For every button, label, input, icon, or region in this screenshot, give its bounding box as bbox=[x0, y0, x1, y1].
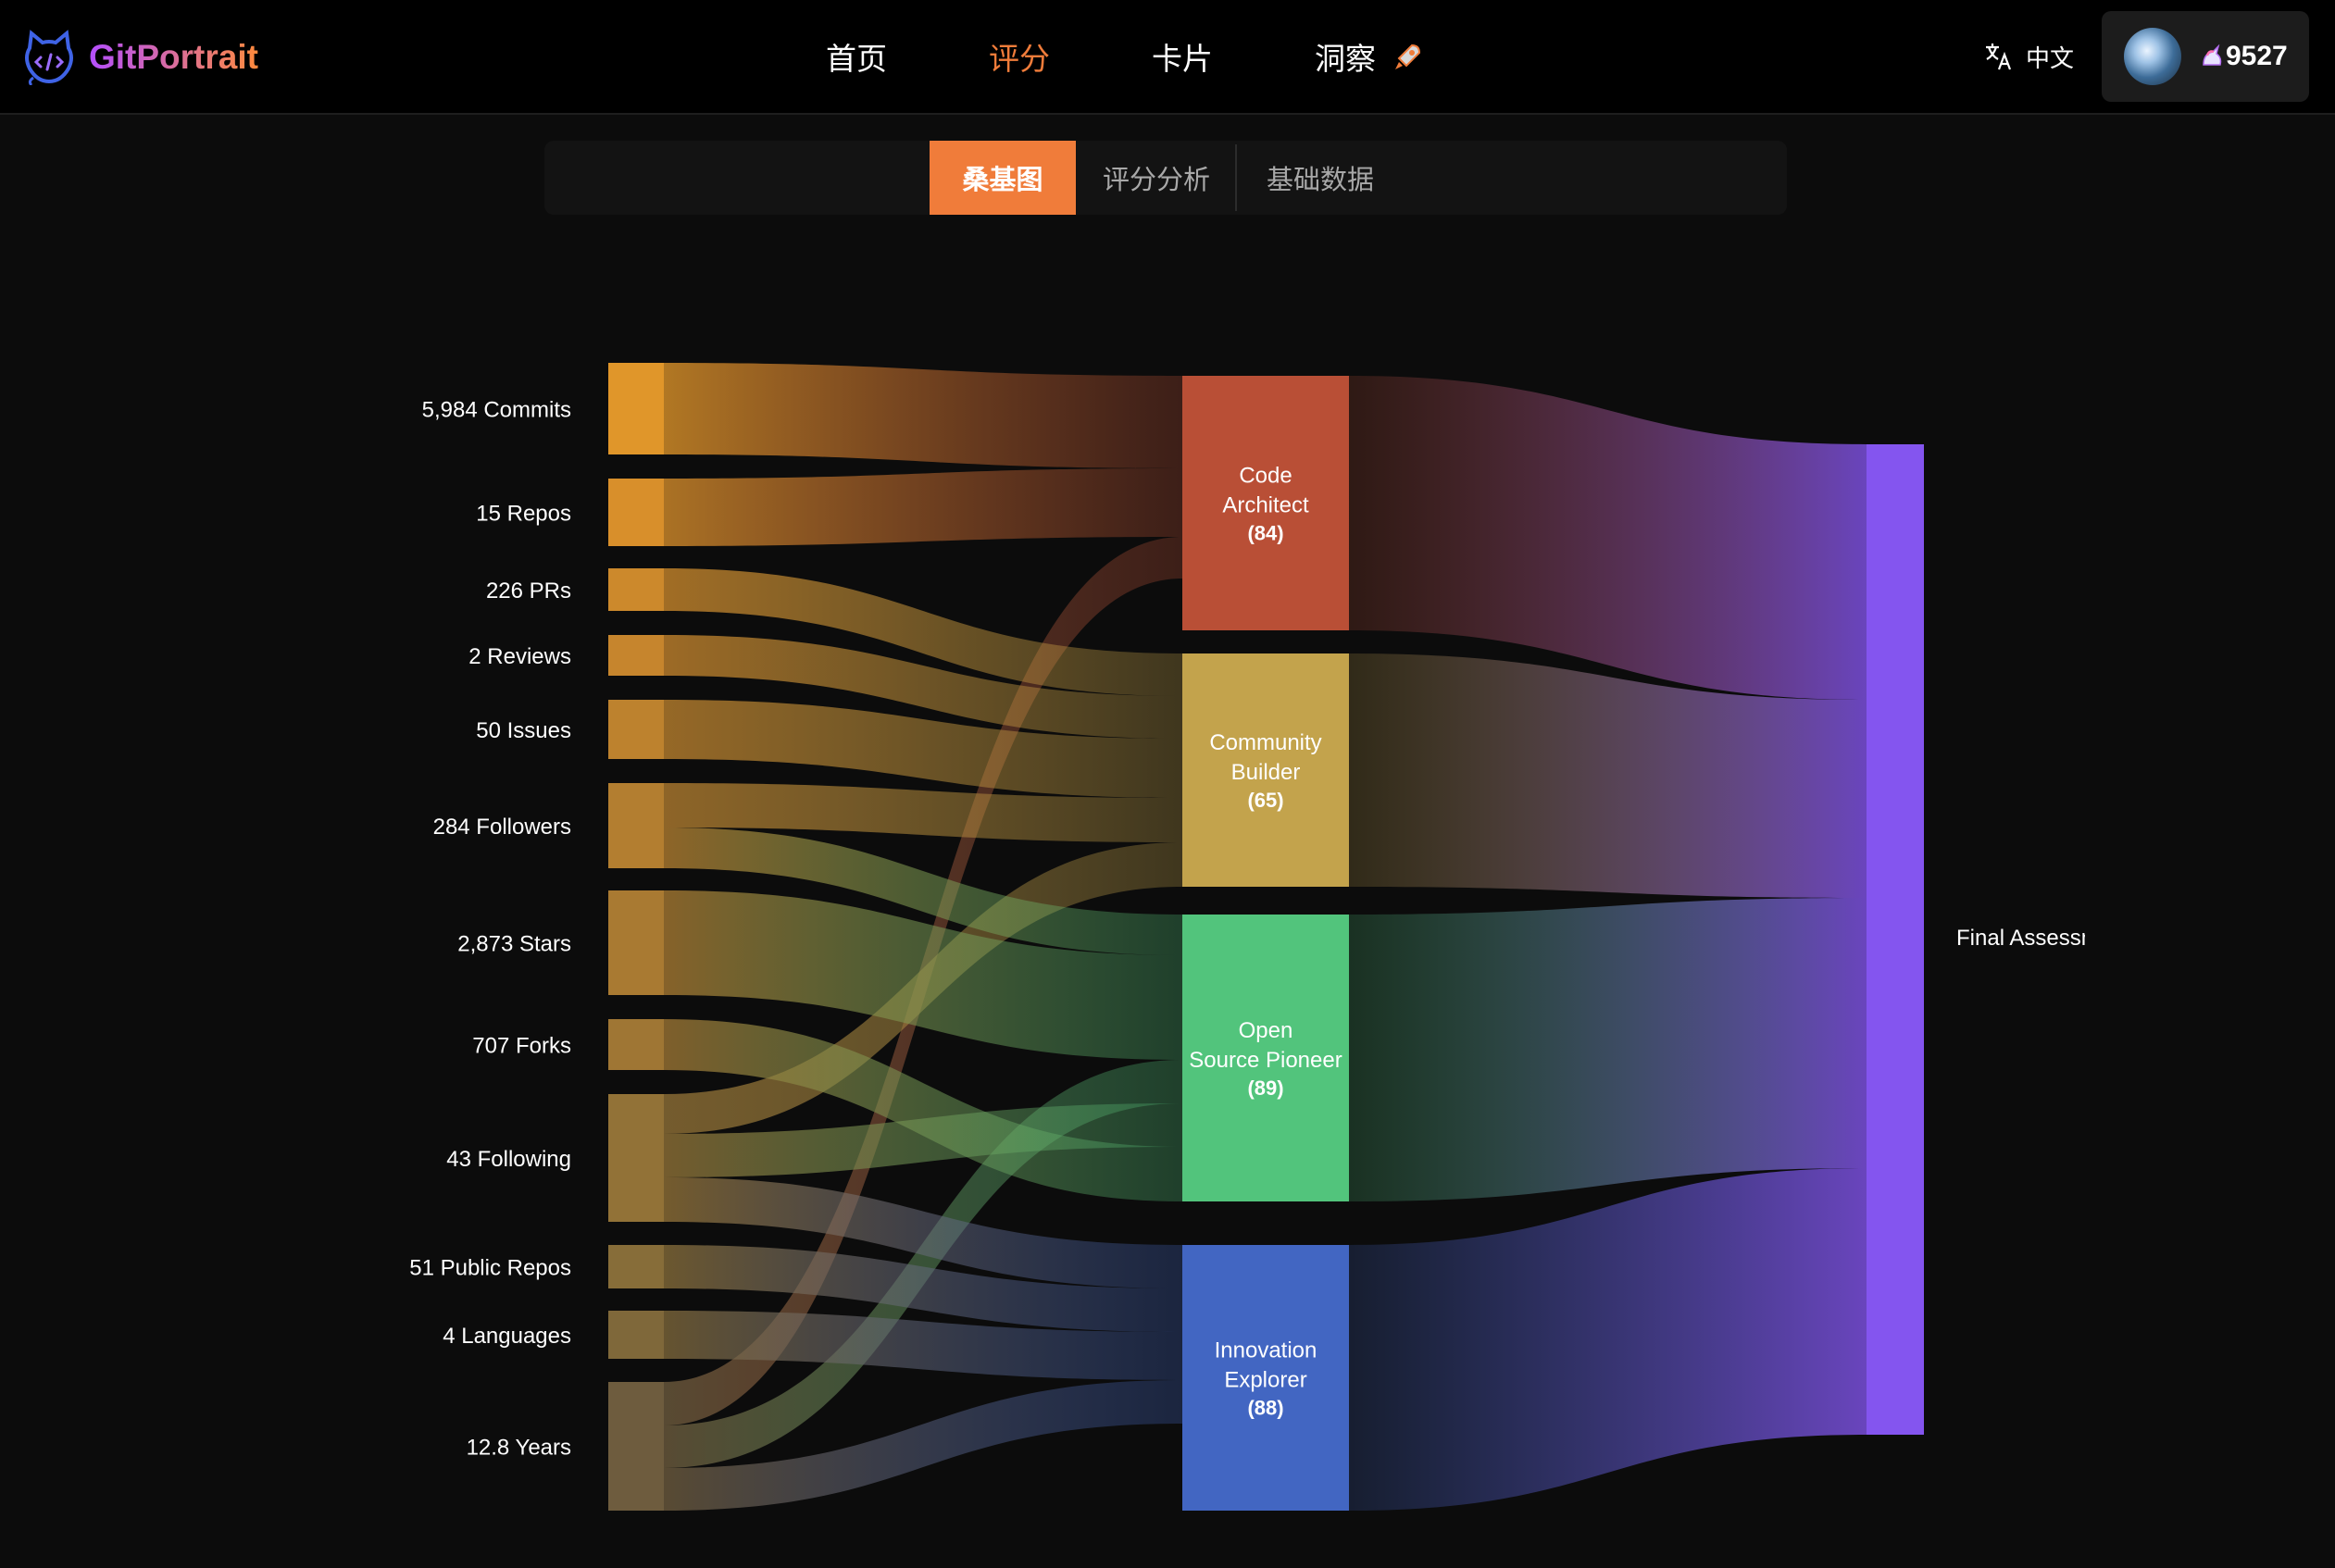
source-node-43-following[interactable] bbox=[608, 1094, 664, 1222]
target-label: Final Assessment bbox=[1956, 926, 2130, 951]
link-2-reviews-to-community-builder[interactable] bbox=[664, 635, 1182, 739]
category-score: (89) bbox=[1247, 1076, 1283, 1100]
link-2-873-stars-to-open-source-pioneer[interactable] bbox=[664, 890, 1182, 1060]
user-name: 9527 bbox=[2226, 41, 2288, 71]
category-score: (88) bbox=[1247, 1397, 1283, 1420]
link-innovation-explorer-to-final[interactable] bbox=[1349, 1168, 1867, 1511]
link-707-forks-to-open-source-pioneer[interactable] bbox=[664, 1019, 1182, 1201]
tab-score-analysis[interactable]: 评分分析 bbox=[1102, 166, 1210, 195]
tab-divider bbox=[1235, 144, 1237, 211]
source-node-5-984-commits[interactable] bbox=[608, 363, 664, 454]
unicorn-icon bbox=[2203, 44, 2222, 66]
link-226-prs-to-community-builder[interactable] bbox=[664, 568, 1182, 696]
source-label: 707 Forks bbox=[472, 1034, 571, 1059]
source-label: 2,873 Stars bbox=[457, 932, 571, 957]
cat-code-logo-icon bbox=[25, 30, 73, 85]
nav-insights[interactable]: 洞察 bbox=[1315, 34, 1423, 79]
source-node-707-forks[interactable] bbox=[608, 1019, 664, 1070]
source-node-51-public-repos[interactable] bbox=[608, 1245, 664, 1288]
view-tabs: 桑基图 评分分析 基础数据 bbox=[544, 141, 1787, 215]
tab-basic-data[interactable]: 基础数据 bbox=[1266, 166, 1374, 195]
link-community-builder-to-final[interactable] bbox=[1349, 653, 1867, 898]
nav-insights-label: 洞察 bbox=[1315, 42, 1376, 76]
category-node-open-source-pioneer[interactable] bbox=[1182, 915, 1349, 1201]
source-node-50-issues[interactable] bbox=[608, 700, 664, 759]
source-label: 284 Followers bbox=[433, 815, 571, 840]
sankey-nodes bbox=[608, 363, 1924, 1511]
category-node-code-architect[interactable] bbox=[1182, 376, 1349, 630]
source-label: 12.8 Years bbox=[467, 1436, 571, 1461]
link-15-repos-to-code-architect[interactable] bbox=[664, 468, 1182, 546]
nav-score[interactable]: 评分 bbox=[989, 42, 1050, 76]
category-label: Open Source Pioneer bbox=[1189, 1018, 1342, 1073]
translate-icon bbox=[1986, 44, 2012, 70]
link-43-following-to-innovation-explorer[interactable] bbox=[664, 1177, 1182, 1288]
language-switch[interactable]: 中文 bbox=[1983, 37, 2074, 76]
source-label: 226 PRs bbox=[486, 579, 571, 604]
link-4-languages-to-innovation-explorer[interactable] bbox=[664, 1311, 1182, 1380]
source-node-2-873-stars[interactable] bbox=[608, 890, 664, 995]
source-label: 50 Issues bbox=[476, 718, 571, 743]
nav-cards[interactable]: 卡片 bbox=[1152, 42, 1213, 76]
source-label: 4 Languages bbox=[443, 1324, 571, 1349]
link-43-following-to-open-source-pioneer[interactable] bbox=[664, 1103, 1182, 1177]
source-label: 2 Reviews bbox=[468, 644, 571, 669]
link-12-8-years-to-innovation-explorer[interactable] bbox=[664, 1380, 1182, 1511]
category-node-innovation-explorer[interactable] bbox=[1182, 1245, 1349, 1511]
target-node-final-assessment[interactable] bbox=[1867, 444, 1924, 1435]
source-node-15-repos[interactable] bbox=[608, 479, 664, 546]
source-node-4-languages[interactable] bbox=[608, 1311, 664, 1359]
category-label: Code Architect bbox=[1222, 464, 1309, 518]
sankey-links bbox=[664, 363, 1867, 1511]
category-label: Innovation Explorer bbox=[1215, 1338, 1317, 1393]
source-label: 5,984 Commits bbox=[422, 398, 571, 423]
source-node-226-prs[interactable] bbox=[608, 568, 664, 611]
source-node-12-8-years[interactable] bbox=[608, 1382, 664, 1511]
nav-home[interactable]: 首页 bbox=[826, 42, 887, 76]
source-label: 51 Public Repos bbox=[409, 1256, 571, 1281]
category-label: Community Builder bbox=[1209, 730, 1321, 785]
source-label: 43 Following bbox=[446, 1147, 571, 1172]
user-menu[interactable]: 9527 bbox=[2102, 11, 2309, 102]
user-name-wrap: 9527 bbox=[2200, 41, 2288, 72]
category-score: (65) bbox=[1247, 789, 1283, 812]
link-open-source-pioneer-to-final[interactable] bbox=[1349, 898, 1867, 1201]
brand-name: GitPortrait bbox=[89, 38, 258, 76]
top-navigation-bar: GitPortrait 首页 评分 卡片 洞察 中文 9527 bbox=[0, 0, 2335, 115]
source-node-2-reviews[interactable] bbox=[608, 635, 664, 676]
sankey-labels: 5,984 Commits 15 Repos 226 PRs 2 Reviews 50 … bbox=[409, 398, 2130, 1461]
avatar bbox=[2124, 28, 2181, 85]
category-score: (84) bbox=[1247, 522, 1283, 545]
source-label: 15 Repos bbox=[476, 502, 571, 527]
source-node-284-followers[interactable] bbox=[608, 783, 664, 868]
link-12-8-years-to-open-source-pioneer[interactable] bbox=[664, 1060, 1182, 1468]
link-51-public-repos-to-innovation-explorer[interactable] bbox=[664, 1245, 1182, 1332]
language-label: 中文 bbox=[2026, 44, 2075, 72]
tab-sankey[interactable]: 桑基图 bbox=[930, 141, 1076, 215]
rocket-icon bbox=[1395, 44, 1421, 69]
category-node-community-builder[interactable] bbox=[1182, 653, 1349, 887]
link-284-followers-to-community-builder[interactable] bbox=[664, 783, 1182, 842]
link-284-followers-to-open-source-pioneer[interactable] bbox=[664, 828, 1182, 955]
link-50-issues-to-community-builder[interactable] bbox=[664, 700, 1182, 798]
brand-logo[interactable]: GitPortrait bbox=[22, 28, 258, 87]
link-5-984-commits-to-code-architect[interactable] bbox=[664, 363, 1182, 468]
link-code-architect-to-final[interactable] bbox=[1349, 376, 1867, 700]
